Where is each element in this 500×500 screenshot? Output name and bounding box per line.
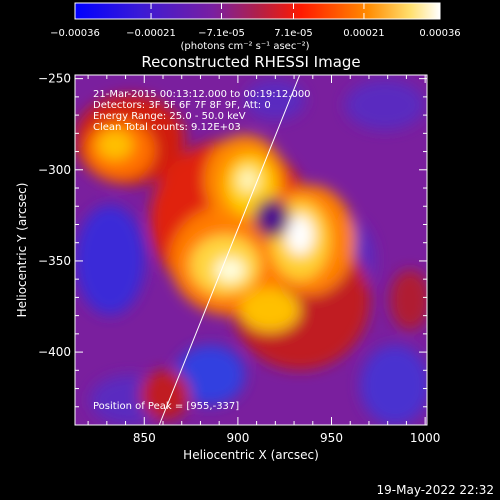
chart-title: Reconstructed RHESSI Image (141, 53, 360, 71)
x-tick-label: 1000 (410, 431, 441, 445)
y-tick-label: −400 (38, 345, 71, 359)
colorbar-tick-label: −7.1e-05 (198, 28, 245, 39)
heatmap-image (75, 75, 427, 425)
footer-date: 19-May-2022 22:32 (377, 483, 494, 497)
colorbar-tick-label: 0.00021 (343, 28, 384, 39)
colorbar-unit-label: (photons cm⁻² s⁻¹ asec⁻²) (180, 41, 309, 52)
x-axis-label: Heliocentric X (arcsec) (183, 448, 319, 462)
annotation-detectors: Detectors: 3F 5F 6F 7F 8F 9F, Att: 0 (93, 100, 271, 111)
y-tick-label: −250 (38, 72, 71, 86)
y-tick-label: −300 (38, 163, 71, 177)
annotation-energy-range: Energy Range: 25.0 - 50.0 keV (93, 111, 246, 122)
y-axis-label: Heliocentric Y (arcsec) (15, 183, 29, 318)
plot-frame (74, 74, 428, 426)
colorbar-tick-label: −0.00036 (50, 28, 100, 39)
annotation-time-range: 21-Mar-2015 00:13:12.000 to 00:19:12.000 (93, 89, 311, 100)
y-tick-label: −350 (38, 254, 71, 268)
annotation-clean-counts: Clean Total counts: 9.12E+03 (93, 122, 241, 133)
x-tick-label: 950 (320, 431, 343, 445)
colorbar (75, 3, 440, 19)
solar-limb-line (158, 75, 301, 425)
colorbar-tick-label: 0.00036 (419, 28, 460, 39)
x-tick-label: 900 (226, 431, 249, 445)
annotation-peak-position: Position of Peak = [955,-337] (93, 401, 239, 412)
x-tick-label: 850 (133, 431, 156, 445)
colorbar-tick-label: −0.00021 (126, 28, 176, 39)
colorbar-tick-label: 7.1e-05 (274, 28, 312, 39)
